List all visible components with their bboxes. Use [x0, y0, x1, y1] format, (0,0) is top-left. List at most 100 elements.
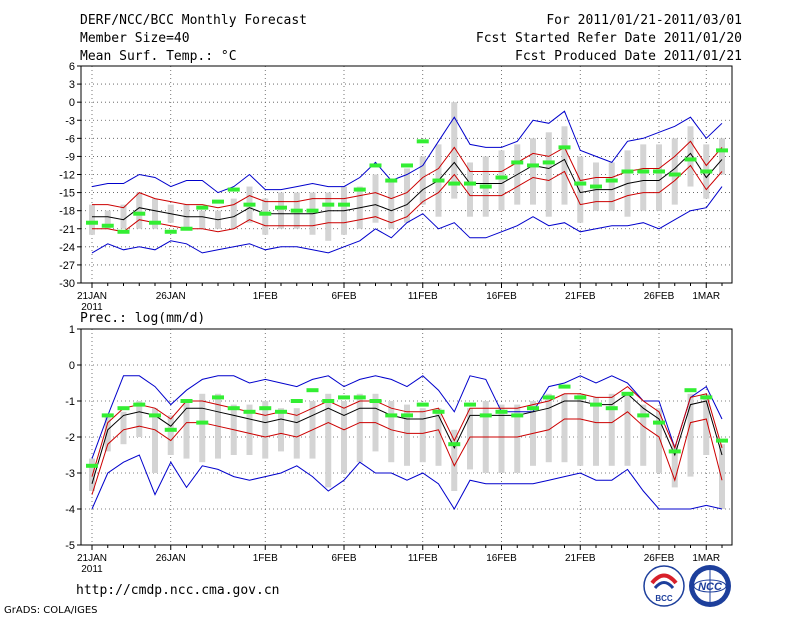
- y-tick-label: -3: [65, 468, 75, 480]
- spread-bar: [624, 393, 631, 466]
- member-marker: [511, 160, 524, 165]
- member-marker: [479, 184, 492, 189]
- spread-bar: [671, 138, 678, 205]
- x-tick-label: 6FEB: [331, 553, 356, 564]
- x-tick-label: 26FEB: [644, 291, 675, 302]
- member-marker: [180, 226, 193, 231]
- min-envelope-line: [91, 454, 723, 510]
- spread-bar: [435, 408, 442, 466]
- spread-bar: [419, 156, 426, 205]
- spread-bar: [104, 210, 111, 229]
- spread-bar: [656, 144, 662, 211]
- member-marker: [322, 202, 335, 207]
- member-marker: [149, 220, 161, 225]
- member-marker: [338, 395, 350, 400]
- member-marker: [716, 438, 728, 443]
- member-marker: [353, 395, 366, 400]
- y-tick-label: -30: [59, 278, 75, 290]
- member-marker: [369, 399, 382, 403]
- y-tick-label: -6: [65, 133, 75, 145]
- spread-bar: [498, 404, 505, 473]
- member-marker: [117, 229, 130, 234]
- member-marker: [684, 157, 697, 162]
- x-tick-label: 11FEB: [408, 291, 438, 302]
- member-marker: [464, 181, 476, 186]
- y-tick-label: -9: [65, 151, 75, 163]
- member-marker: [637, 413, 650, 418]
- member-marker: [290, 208, 303, 213]
- member-marker: [527, 406, 539, 411]
- member-marker: [196, 420, 209, 425]
- member-marker: [542, 160, 555, 165]
- ncc-logo: NCC: [689, 565, 731, 607]
- member-marker: [401, 413, 413, 418]
- spread-bar: [640, 144, 647, 211]
- member-marker: [212, 199, 224, 204]
- member-marker: [149, 413, 161, 418]
- x-tick-label: 11FEB: [408, 553, 438, 564]
- member-marker: [290, 399, 303, 403]
- member-marker: [164, 229, 177, 234]
- member-marker: [259, 406, 272, 411]
- spread-bar: [608, 393, 615, 466]
- x-tick-label: 16FEB: [486, 553, 517, 564]
- spread-bar: [230, 198, 237, 229]
- spread-bar: [199, 210, 206, 229]
- x-tick-label: 21FEB: [565, 553, 596, 564]
- y-tick-label: 1: [69, 324, 75, 336]
- spread-bar: [703, 393, 710, 455]
- member-marker: [527, 163, 539, 168]
- max-envelope-line: [91, 375, 723, 459]
- spread-bar: [293, 408, 300, 459]
- spread-bar: [687, 393, 694, 477]
- grads-credit: GrADS: COLA/IGES: [4, 605, 98, 616]
- year-label: 2011: [81, 564, 103, 575]
- spread-bar: [183, 401, 190, 459]
- x-tick-label: 1FEB: [253, 553, 278, 564]
- member-marker: [212, 395, 224, 400]
- x-tick-label: 1MAR: [692, 553, 720, 564]
- member-marker: [385, 178, 398, 183]
- member-marker: [558, 384, 571, 389]
- min-envelope-line: [91, 186, 723, 254]
- member-marker: [432, 409, 445, 414]
- member-marker: [574, 181, 587, 186]
- x-tick-label: 6FEB: [331, 291, 356, 302]
- y-tick-label: -4: [65, 504, 75, 516]
- member-marker: [306, 388, 319, 393]
- footer-url[interactable]: http://cmdp.ncc.cma.gov.cn: [76, 583, 280, 598]
- spread-bar: [719, 444, 725, 509]
- member-marker: [448, 181, 461, 186]
- x-tick-label: 16FEB: [486, 291, 517, 302]
- member-marker: [605, 178, 618, 183]
- member-marker: [700, 395, 713, 400]
- x-tick-label: 21FEB: [565, 291, 596, 302]
- x-tick-label: 26JAN: [156, 553, 186, 564]
- member-marker: [448, 442, 461, 447]
- spread-bar: [388, 180, 395, 229]
- y-tick-label: -24: [59, 242, 75, 254]
- spread-bar: [561, 126, 568, 205]
- spread-bar: [719, 138, 725, 175]
- member-marker: [401, 163, 413, 168]
- member-marker: [464, 402, 476, 407]
- member-marker: [621, 169, 634, 174]
- y-tick-label: -1: [65, 396, 75, 408]
- member-marker: [653, 169, 665, 174]
- member-marker: [86, 463, 98, 468]
- spread-bar: [467, 408, 473, 470]
- lower-spread-line: [92, 164, 723, 233]
- member-marker: [369, 163, 382, 168]
- spread-bar: [152, 408, 158, 473]
- member-marker: [637, 169, 650, 174]
- bcc-logo: BCC: [643, 565, 685, 607]
- spread-bar: [451, 102, 458, 199]
- member-marker: [542, 395, 555, 400]
- y-tick-label: -15: [59, 188, 75, 200]
- spread-bar: [325, 192, 332, 241]
- spread-bar: [120, 411, 127, 445]
- spread-bar: [167, 415, 174, 455]
- x-tick-label: 1MAR: [692, 291, 720, 302]
